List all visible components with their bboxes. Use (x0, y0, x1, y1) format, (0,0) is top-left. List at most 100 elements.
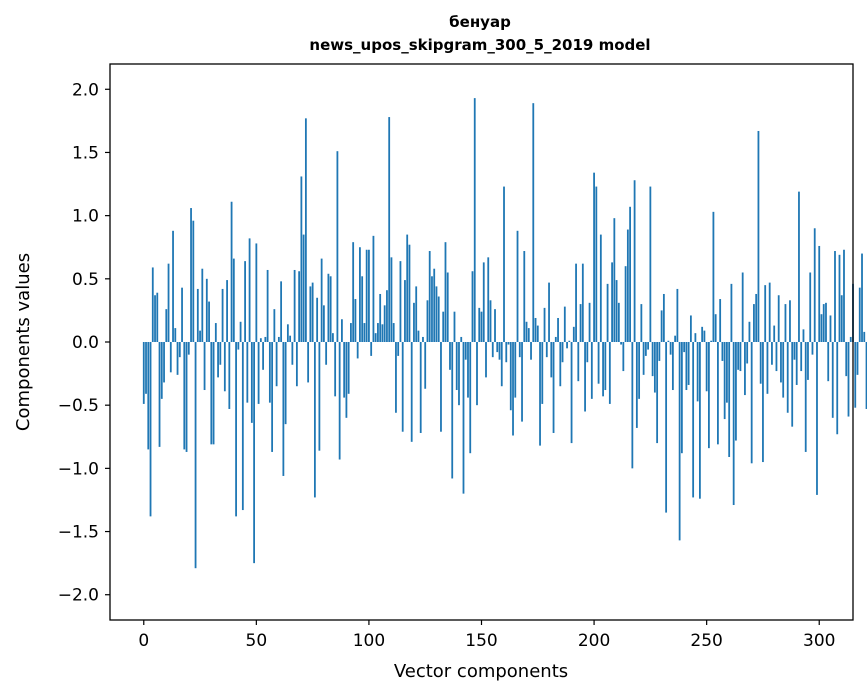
bar (721, 342, 724, 361)
bar (176, 342, 179, 375)
bar (370, 342, 373, 356)
bar (820, 314, 823, 342)
bar (775, 342, 778, 372)
bar (514, 342, 517, 398)
bar (334, 342, 337, 397)
bar (527, 328, 530, 342)
bar (262, 342, 264, 370)
bar (642, 342, 645, 375)
bar (413, 302, 415, 342)
y-tick-label: −1.0 (58, 459, 99, 479)
bar (151, 267, 154, 342)
bar (458, 342, 460, 406)
y-tick-label: 0.0 (72, 333, 99, 353)
bar (804, 342, 807, 452)
bar (831, 342, 834, 418)
bar (187, 342, 190, 355)
bar (599, 234, 602, 342)
chart-subtitle: news_upos_skipgram_300_5_2019 model (309, 36, 650, 54)
bar (379, 293, 382, 342)
bar (408, 244, 411, 342)
bar (426, 300, 429, 342)
bar (789, 300, 791, 342)
bar (165, 309, 168, 342)
bar (309, 286, 312, 342)
bar (277, 336, 280, 342)
bar (512, 342, 514, 436)
bar (318, 342, 321, 451)
bar (298, 271, 301, 342)
bar (703, 330, 706, 342)
bar (829, 315, 832, 342)
bar (500, 342, 503, 387)
bar (784, 304, 787, 342)
bar (764, 285, 767, 342)
bar (208, 301, 210, 342)
y-tick-label: 0.5 (72, 270, 99, 290)
bar (422, 336, 424, 342)
bar (442, 311, 445, 342)
bar (849, 336, 852, 342)
bar (253, 342, 255, 564)
bar (485, 342, 487, 378)
bar (219, 342, 222, 365)
bar (523, 251, 526, 342)
y-axis: −2.0 −1.5 −1.0 −0.5 0.0 0.5 1.0 1.5 2.0 (58, 80, 110, 606)
bar (728, 342, 731, 457)
bar (259, 338, 262, 342)
bar (203, 342, 206, 391)
bar (264, 336, 267, 342)
bar (185, 342, 188, 452)
bar (692, 342, 695, 498)
bar (753, 304, 755, 342)
bar (410, 342, 413, 442)
bar (554, 336, 557, 342)
bar (163, 342, 165, 383)
bar (507, 342, 510, 345)
bar (696, 342, 699, 402)
bars-group (142, 98, 867, 569)
y-tick-label: −2.0 (58, 586, 99, 606)
bar (428, 251, 431, 342)
bar (771, 342, 773, 365)
bar (755, 293, 758, 342)
bar (604, 342, 607, 391)
bar (359, 247, 361, 342)
bar (762, 342, 764, 463)
bar (217, 342, 219, 378)
bar (732, 342, 735, 506)
bar (415, 286, 418, 342)
bar (611, 262, 613, 342)
y-tick-label: 1.5 (72, 143, 99, 163)
bar (714, 314, 717, 342)
bar (449, 342, 451, 370)
bar (489, 300, 492, 342)
bar (802, 329, 805, 342)
bar (649, 186, 652, 342)
bar (739, 342, 742, 372)
bar (404, 280, 406, 342)
bar (626, 229, 629, 342)
bar (635, 342, 638, 428)
bar (401, 342, 404, 432)
bar (316, 297, 319, 342)
bar (699, 342, 701, 499)
bar (669, 342, 672, 355)
bar (620, 342, 622, 345)
bar (280, 281, 283, 342)
bar (494, 309, 496, 342)
bar (579, 304, 582, 342)
bar (516, 230, 519, 342)
bar (476, 342, 478, 406)
bar (300, 176, 303, 342)
bar (615, 280, 618, 342)
bar (622, 342, 625, 372)
y-tick-label: −1.5 (58, 523, 99, 543)
bar (530, 342, 532, 360)
bar (145, 342, 147, 394)
bar (782, 342, 785, 398)
bar (248, 238, 251, 342)
bar (617, 302, 620, 342)
bar (147, 342, 150, 450)
bar (181, 287, 183, 342)
